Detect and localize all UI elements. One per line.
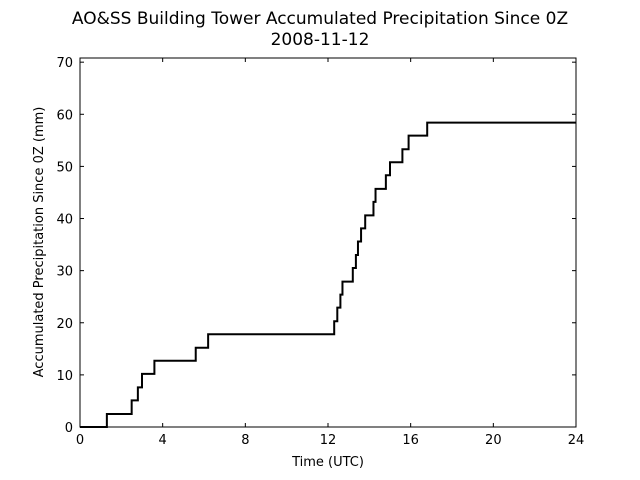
precipitation-series-line <box>80 121 576 428</box>
plot-frame <box>79 57 577 428</box>
x-tick-label: 8 <box>241 433 249 448</box>
y-axis-label: Accumulated Precipitation Since 0Z (mm) <box>32 107 47 378</box>
y-tick-label: 50 <box>56 160 73 175</box>
y-tick-label: 0 <box>65 421 73 436</box>
y-tick-label: 40 <box>56 213 73 228</box>
y-tick-label: 20 <box>56 317 73 332</box>
x-tick-label: 0 <box>76 433 84 448</box>
x-tick-label: 16 <box>402 433 419 448</box>
y-tick-label: 10 <box>56 369 73 384</box>
x-tick-label: 20 <box>485 433 502 448</box>
x-tick-label: 4 <box>159 433 167 448</box>
y-tick-label: 70 <box>56 56 73 71</box>
x-axis-label: Time (UTC) <box>291 455 364 470</box>
x-tick-label: 24 <box>568 433 585 448</box>
y-tick-label: 30 <box>56 265 73 280</box>
x-tick-label: 12 <box>320 433 337 448</box>
ticks-layer: 0 4 8 12 16 20 24 0 10 20 30 40 50 60 70 <box>56 56 584 448</box>
chart-title: AO&SS Building Tower Accumulated Precipi… <box>72 9 568 29</box>
chart-subtitle: 2008-11-12 <box>271 30 370 50</box>
y-tick-label: 60 <box>56 108 73 123</box>
data-layer <box>80 121 576 428</box>
